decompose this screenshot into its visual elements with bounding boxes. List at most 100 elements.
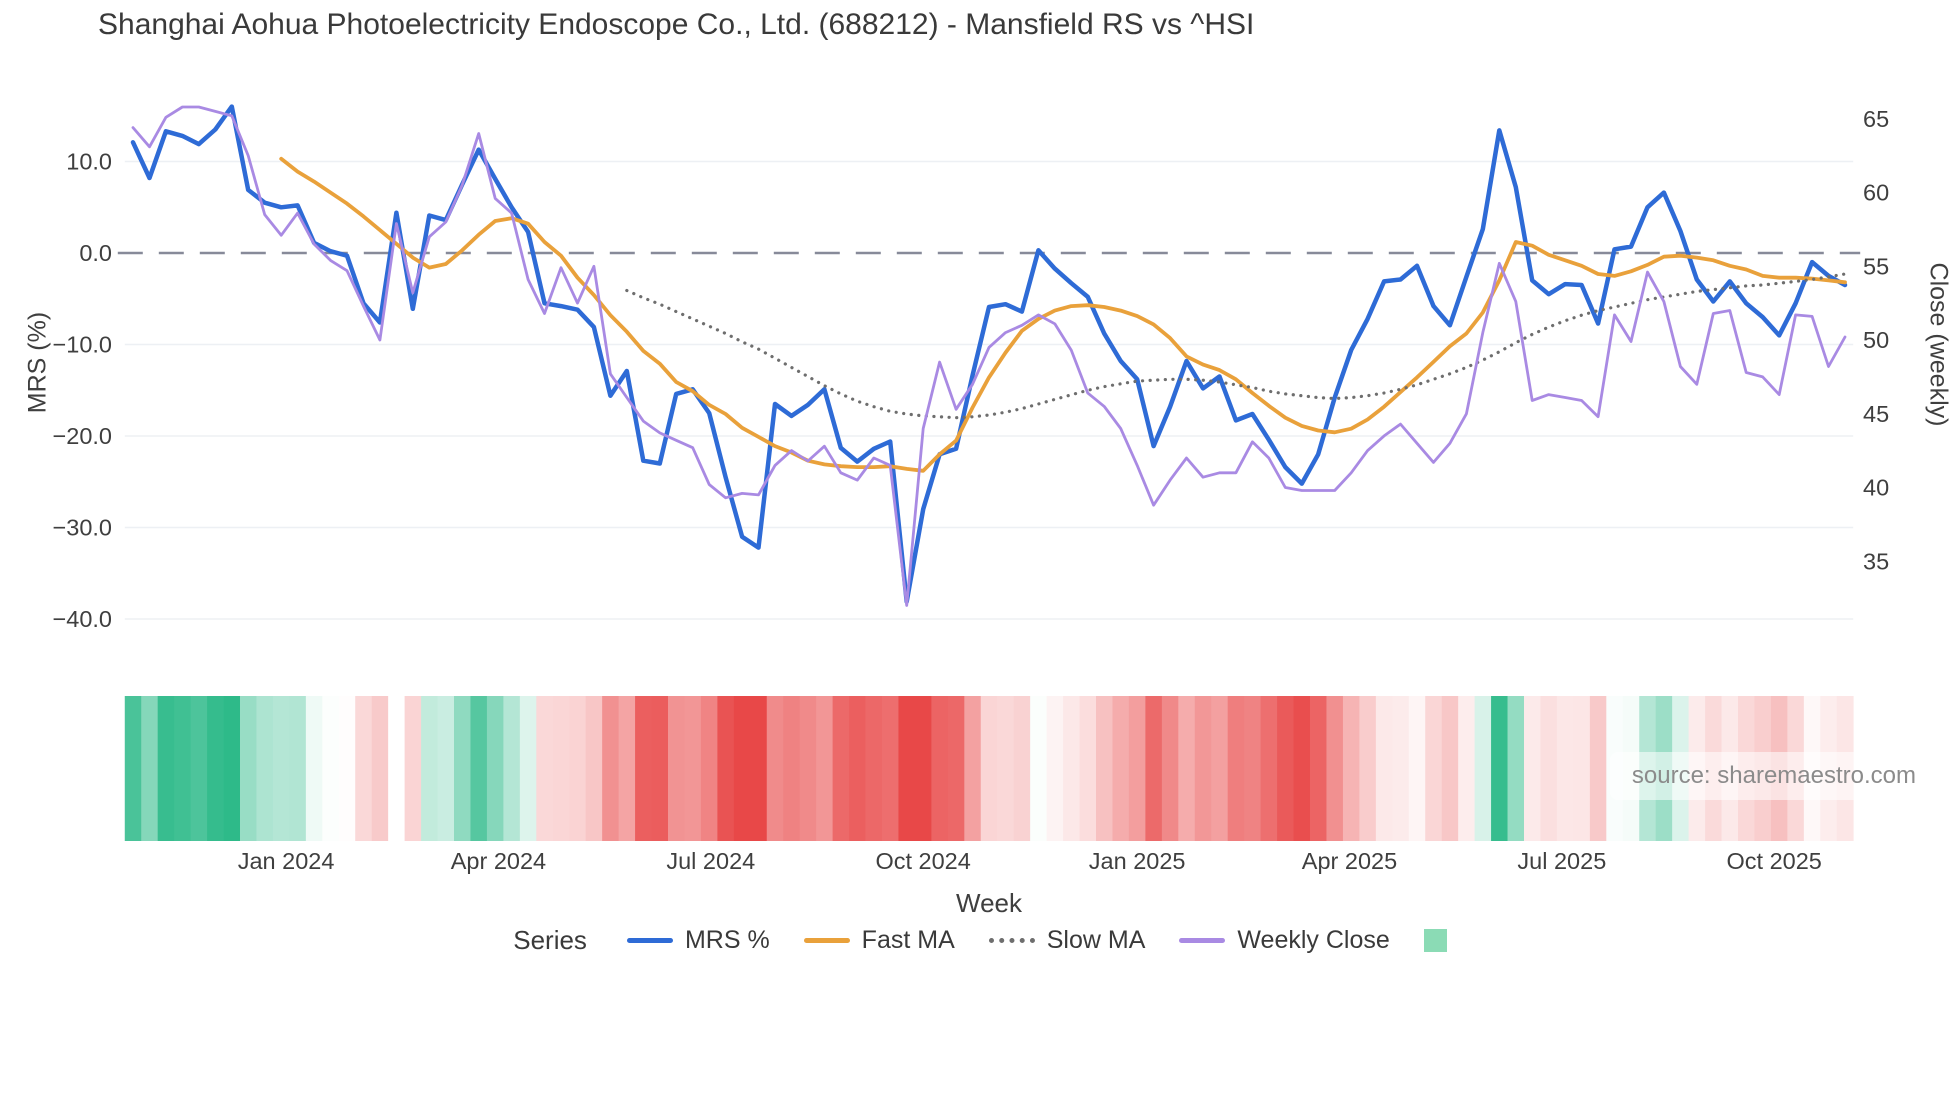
heatmap-cell [1145, 696, 1163, 841]
heatmap-cell [618, 696, 636, 841]
heatmap-cell [1523, 696, 1541, 841]
heatmap-cell [980, 696, 998, 841]
tick-label: −10.0 [53, 332, 112, 358]
heatmap-cell [733, 696, 751, 841]
heatmap-cell [1441, 696, 1459, 841]
heatmap-cell [388, 696, 406, 841]
heatmap-cell [635, 696, 652, 841]
heatmap-cell [536, 696, 554, 841]
tick-label: Jan 2025 [1089, 848, 1186, 874]
heatmap-cell [1227, 696, 1245, 841]
heatmap-cell [783, 696, 801, 841]
heatmap-cell [1260, 696, 1278, 841]
heatmap-cell [1013, 696, 1031, 841]
heatmap-cell [1507, 696, 1525, 841]
legend-entry-slow-ma[interactable]: Slow MA [988, 926, 1146, 955]
tick-label: −40.0 [53, 606, 112, 632]
heatmap-cell [947, 696, 965, 841]
tick-label: 65 [1863, 106, 1889, 132]
heatmap-cell [190, 696, 208, 841]
tick-label: Oct 2024 [875, 848, 970, 874]
heatmap-cell [1293, 696, 1311, 841]
heatmap-cell [207, 696, 224, 841]
heatmap-cell [470, 696, 488, 841]
heatmap-cell [1589, 696, 1607, 841]
heatmap-cell [816, 696, 834, 841]
heatmap-cell [585, 696, 603, 841]
legend-entry-label: Fast MA [861, 926, 955, 954]
heatmap-cell [157, 696, 175, 841]
heatmap-cell [503, 696, 521, 841]
legend-entry-label: Slow MA [1046, 926, 1146, 954]
heatmap-cell [700, 696, 718, 841]
heatmap-cell [338, 696, 356, 841]
heatmap-cell [1063, 696, 1080, 841]
heatmap-cell [1244, 696, 1262, 841]
heatmap-cell [305, 696, 323, 841]
heatmap-cell [1326, 696, 1344, 841]
heatmap-cell [1573, 696, 1591, 841]
tick-label: 55 [1863, 253, 1889, 279]
heatmap-cell [1309, 696, 1327, 841]
heatmap-cell [849, 696, 866, 841]
heatmap-cell [1359, 696, 1377, 841]
heatmap-cell [569, 696, 587, 841]
weekly-close-line [131, 105, 1847, 607]
heatmap-cell [124, 696, 142, 841]
heatmap-cell [1128, 696, 1146, 841]
heatmap-cell [766, 696, 784, 841]
legend-entry-fast-ma[interactable]: Fast MA [803, 926, 955, 955]
tick-label: Apr 2024 [451, 848, 546, 874]
heatmap-cell [914, 696, 932, 841]
legend-entry-label: MRS % [684, 926, 770, 954]
heatmap-cell [1046, 696, 1064, 841]
tick-label: Oct 2025 [1727, 848, 1822, 874]
legend-entry-mrs[interactable]: MRS % [626, 926, 770, 955]
heatmap-cell [799, 696, 817, 841]
heatmap-cell [256, 696, 274, 841]
heatmap-cell [1392, 696, 1410, 841]
tick-label: Jan 2024 [238, 848, 335, 874]
heatmap-cell [437, 696, 455, 841]
heatmap-cell [651, 696, 669, 841]
heatmap-cell [1491, 696, 1508, 841]
legend-entry-weekly-close[interactable]: Weekly Close [1179, 926, 1390, 955]
heatmap-cell [1095, 696, 1113, 841]
tick-label: 35 [1863, 548, 1889, 574]
mrs-line-swatch-icon [626, 938, 673, 943]
heatmap-cell [174, 696, 192, 841]
heatmap-cell [832, 696, 850, 841]
heatmap-cell [1540, 696, 1558, 841]
slow-ma-dotted-swatch-icon [988, 938, 1035, 943]
heatmap-cell [750, 696, 768, 841]
heatmap-cell [552, 696, 570, 841]
x-axis-title: Week [956, 888, 1022, 918]
fast-ma-line [279, 156, 1847, 473]
heatmap-cell [355, 696, 373, 841]
heatmap-swatch-icon[interactable] [1423, 929, 1447, 952]
tick-label: −20.0 [53, 423, 112, 449]
heatmap-cell [1211, 696, 1229, 841]
heatmap-cell [931, 696, 949, 841]
heatmap-cell [898, 696, 916, 841]
heatmap-cell [1112, 696, 1130, 841]
heatmap-cell [141, 696, 159, 841]
fast-ma-line-swatch-icon [803, 938, 850, 943]
tick-label: −30.0 [53, 515, 112, 541]
heatmap-cell [717, 696, 735, 841]
heatmap-cell [1342, 696, 1360, 841]
heatmap-cell [602, 696, 620, 841]
heatmap-cell [667, 696, 685, 841]
heatmap-cell [453, 696, 471, 841]
slow-ma-line [625, 272, 1847, 420]
heatmap-cell [1474, 696, 1492, 841]
tick-label: Jul 2024 [666, 848, 755, 874]
chart-title: Shanghai Aohua Photoelectricity Endoscop… [98, 8, 1255, 41]
tick-label: 60 [1863, 180, 1889, 206]
tick-label: 10.0 [66, 149, 112, 175]
heatmap-cell [1375, 696, 1393, 841]
heatmap-cell [272, 696, 290, 841]
heatmap-cell [421, 696, 438, 841]
